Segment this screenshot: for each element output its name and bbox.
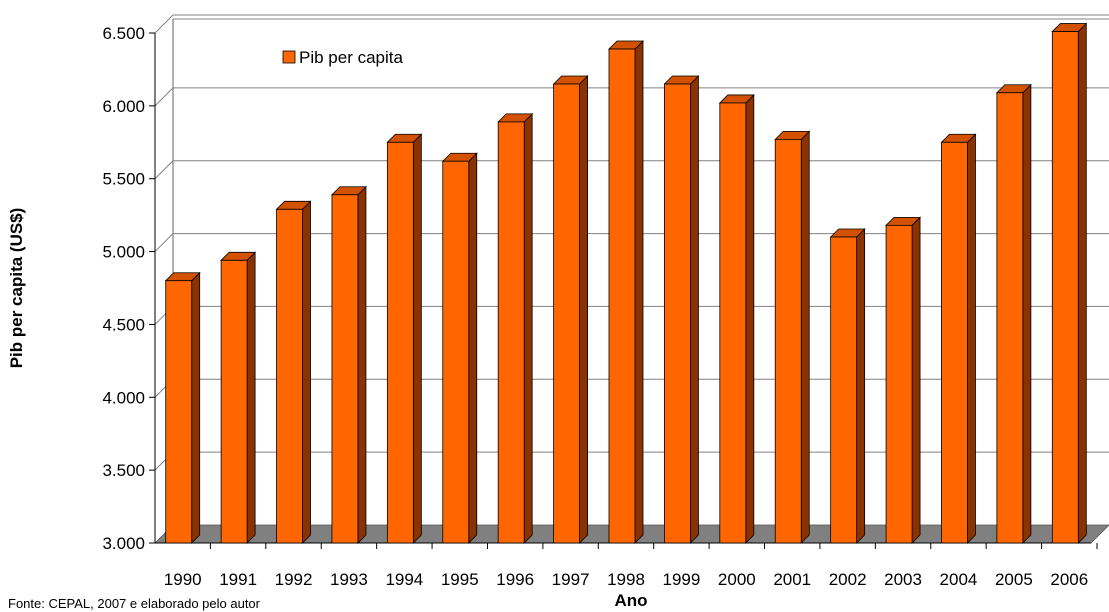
bar bbox=[220, 251, 257, 544]
gridline-depth bbox=[154, 14, 174, 34]
bar bbox=[885, 216, 922, 544]
bar-front bbox=[941, 141, 968, 544]
bar-side bbox=[191, 271, 201, 544]
bar-side bbox=[967, 133, 976, 544]
bar-side bbox=[302, 200, 311, 544]
bar-front bbox=[664, 83, 691, 544]
x-tick-label: 1994 bbox=[385, 570, 423, 589]
legend: Pib per capita bbox=[282, 48, 403, 67]
bar-side bbox=[468, 152, 478, 544]
x-tick-label: 2004 bbox=[940, 570, 978, 589]
bar bbox=[552, 75, 589, 544]
x-tick-label: 2002 bbox=[829, 570, 867, 589]
bar bbox=[663, 75, 700, 544]
bar-side bbox=[1022, 83, 1032, 544]
bar-side bbox=[745, 93, 755, 544]
legend-swatch bbox=[282, 50, 296, 64]
x-tick-label: 2003 bbox=[884, 570, 922, 589]
bar-front bbox=[830, 236, 858, 544]
bar-front bbox=[165, 280, 193, 544]
bar-front bbox=[442, 160, 470, 544]
x-tick-label: 1995 bbox=[441, 570, 479, 589]
x-tick-label: 2001 bbox=[773, 570, 811, 589]
bar bbox=[497, 112, 534, 544]
x-tick-labels: 1990 1991 1992 1993 1994 1995 1996 1997 1998 1999… bbox=[164, 570, 1088, 589]
bar bbox=[608, 40, 644, 544]
x-axis-title: Ano bbox=[614, 591, 647, 610]
x-tick-label: 2006 bbox=[1050, 570, 1088, 589]
bar-side bbox=[579, 75, 588, 544]
gridline-depth bbox=[154, 160, 174, 180]
source-note: Fonte: CEPAL, 2007 e elaborado pelo auto… bbox=[8, 596, 261, 611]
bar bbox=[718, 93, 755, 544]
bar bbox=[330, 185, 367, 544]
bar-side bbox=[412, 133, 422, 544]
gridline-depth bbox=[154, 233, 174, 252]
bar-front bbox=[1051, 31, 1079, 544]
bar-front bbox=[386, 141, 414, 544]
x-tick-label: 1991 bbox=[219, 570, 257, 589]
bar-side bbox=[911, 216, 921, 544]
bar bbox=[441, 152, 478, 544]
bar-front bbox=[497, 121, 525, 544]
y-tick-label: 5.000 bbox=[102, 243, 145, 262]
x-tick-label: 1993 bbox=[330, 570, 368, 589]
y-tick-labels: 3.000 3.500 4.000 4.500 5.000 5.500 6.000 6.500 bbox=[102, 24, 145, 553]
bar-front bbox=[719, 102, 747, 544]
bar-front bbox=[996, 92, 1024, 544]
x-tick-label: 1997 bbox=[552, 570, 590, 589]
y-tick-label: 3.500 bbox=[102, 461, 145, 480]
bar-side bbox=[800, 130, 810, 544]
bar bbox=[386, 133, 423, 544]
bar-side bbox=[246, 251, 256, 544]
bar bbox=[940, 133, 977, 544]
x-tick-label: 1996 bbox=[496, 570, 534, 589]
bar-side bbox=[634, 40, 644, 544]
bar-front bbox=[885, 224, 913, 544]
x-tick-label: 1998 bbox=[607, 570, 645, 589]
y-tick-label: 6.000 bbox=[102, 97, 145, 116]
bar-side bbox=[856, 228, 866, 544]
bar-side bbox=[523, 112, 533, 544]
x-tick-label: 1990 bbox=[164, 570, 202, 589]
bar bbox=[1051, 22, 1088, 544]
bar bbox=[275, 200, 312, 544]
x-tick-label: 2005 bbox=[995, 570, 1033, 589]
y-tick-label: 4.000 bbox=[102, 388, 145, 407]
bar-side bbox=[690, 75, 699, 544]
bar-front bbox=[331, 194, 359, 544]
bar bbox=[829, 228, 866, 544]
bar-side bbox=[1077, 22, 1087, 544]
bar bbox=[164, 271, 201, 544]
y-tick-label: 5.500 bbox=[102, 170, 145, 189]
bar-front bbox=[553, 83, 580, 544]
y-axis-title: Pib per capita (US$) bbox=[7, 208, 26, 369]
x-tick-label: 1999 bbox=[662, 570, 700, 589]
y-tick-label: 3.000 bbox=[102, 534, 145, 553]
y-tick-label: 6.500 bbox=[102, 24, 145, 43]
y-tick-label: 4.500 bbox=[102, 315, 145, 334]
bar-front bbox=[220, 259, 248, 544]
bar-side bbox=[357, 185, 367, 544]
x-tick-label: 2000 bbox=[718, 570, 756, 589]
bar bbox=[774, 130, 811, 544]
bar bbox=[995, 83, 1032, 544]
legend-label: Pib per capita bbox=[299, 48, 403, 67]
gridline-depth bbox=[154, 87, 174, 107]
bar-front bbox=[774, 138, 802, 544]
bar-front bbox=[608, 48, 636, 544]
x-tick-label: 1992 bbox=[275, 570, 313, 589]
bars-layer bbox=[164, 22, 1088, 544]
bar-front bbox=[276, 208, 303, 544]
